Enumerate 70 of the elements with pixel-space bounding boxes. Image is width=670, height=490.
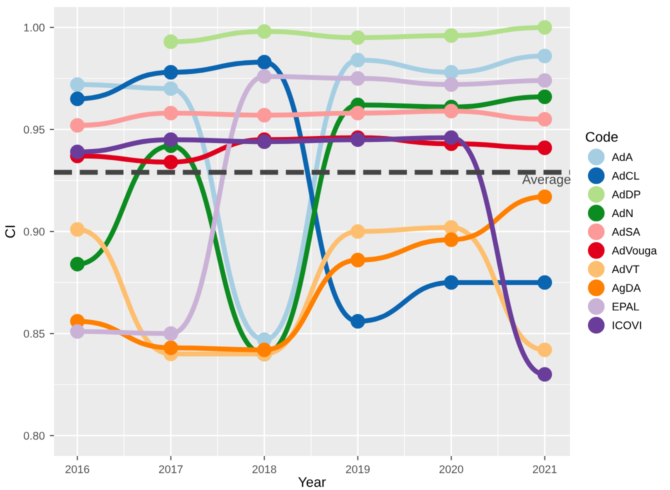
legend-label: AdVT (612, 265, 640, 274)
point (70, 77, 85, 92)
point (164, 106, 178, 120)
point (537, 90, 552, 104)
point (257, 342, 272, 358)
point (257, 24, 272, 39)
point (164, 326, 178, 341)
point (444, 232, 459, 247)
point (164, 340, 178, 356)
point (537, 342, 552, 358)
x-tick-label: 2020 (439, 465, 464, 474)
point (537, 112, 552, 127)
point (537, 20, 552, 35)
point (350, 52, 366, 68)
y-axis-title: CI (5, 226, 16, 238)
point (70, 324, 85, 339)
point (537, 140, 552, 156)
y-tick-label: 0.90 (24, 228, 45, 236)
legend-label: AdA (612, 152, 633, 162)
point (70, 118, 85, 133)
point (537, 275, 552, 290)
point (164, 65, 178, 80)
legend-label: AdCL (612, 172, 640, 180)
y-tick-label: 0.95 (24, 126, 45, 134)
point (257, 54, 272, 70)
point (444, 104, 459, 118)
point (350, 106, 366, 120)
point (537, 367, 552, 382)
point (164, 81, 178, 96)
point (257, 108, 272, 122)
legend-label: EPAL (612, 302, 640, 310)
legend-label: AdVouga (612, 246, 657, 257)
point (444, 275, 459, 290)
point (444, 28, 459, 43)
legend-label: AgDA (612, 284, 641, 294)
point (350, 252, 366, 268)
point (164, 154, 178, 170)
point (70, 256, 85, 272)
point (70, 92, 85, 106)
legend-label: AdN (612, 208, 633, 218)
legend-label: AdDP (612, 190, 640, 198)
legend-label: AdSA (612, 228, 640, 236)
x-tick-label: 2019 (346, 465, 370, 474)
y-tick-label: 0.80 (24, 432, 45, 440)
point (164, 132, 178, 147)
point (70, 144, 85, 160)
point (537, 190, 552, 204)
point (444, 130, 459, 145)
x-axis-title: Year (298, 477, 326, 487)
point (537, 48, 552, 64)
point (164, 34, 178, 49)
point (350, 71, 366, 86)
y-tick-label: 0.85 (24, 330, 45, 338)
legend-label: ICOVI (612, 321, 642, 330)
point (444, 220, 459, 235)
x-tick-label: 2021 (532, 465, 557, 474)
point (537, 73, 552, 88)
x-tick-label: 2017 (159, 465, 183, 474)
y-tick-label: 1.00 (24, 24, 45, 32)
point (444, 77, 459, 92)
x-tick-label: 2018 (252, 465, 276, 474)
point (350, 314, 366, 329)
point (70, 222, 85, 237)
x-tick-label: 2016 (66, 465, 90, 474)
point (350, 224, 366, 239)
ref-line-label: Average (522, 174, 570, 187)
point (350, 30, 366, 45)
point (444, 65, 459, 80)
point (257, 69, 272, 84)
legend-title: Code (586, 132, 618, 142)
